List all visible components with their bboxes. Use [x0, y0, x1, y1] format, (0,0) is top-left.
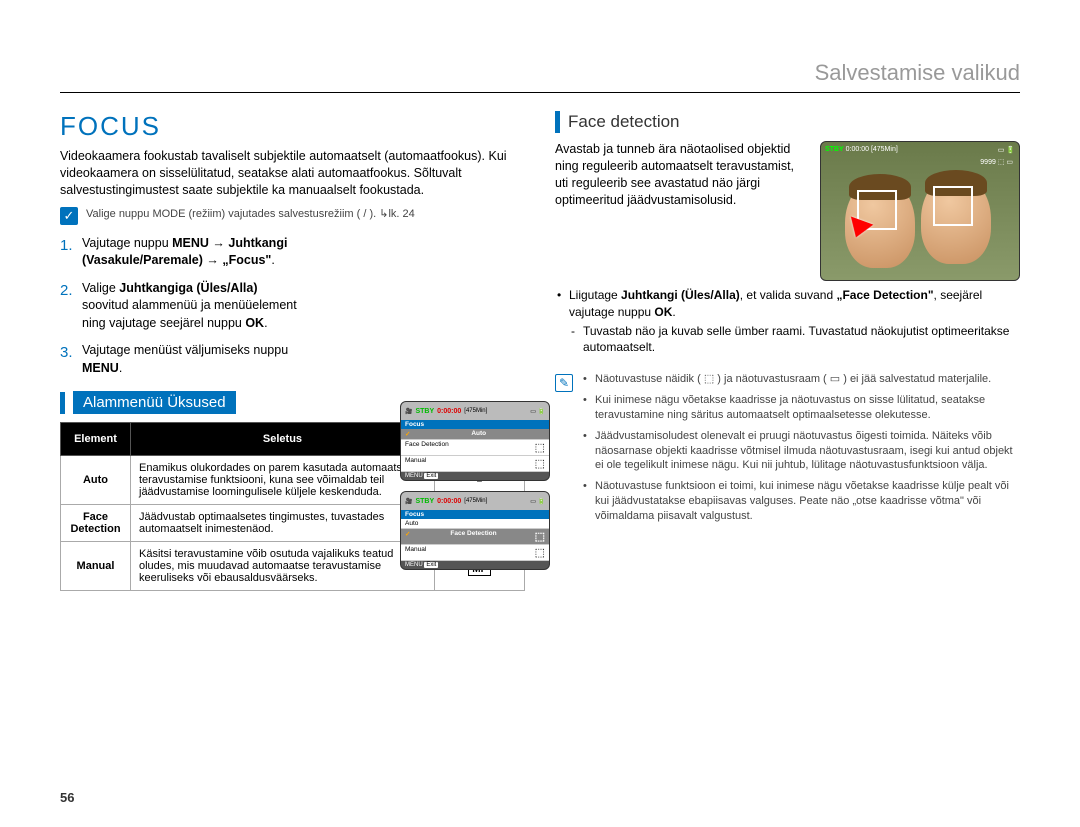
intro-text: Videokaamera fookustab tavaliselt subjek…	[60, 148, 525, 199]
note-item: Näotuvastuse funktsioon ei toimi, kui in…	[581, 479, 1020, 524]
section-bar-icon	[555, 111, 560, 133]
tip-text: Valige nuppu MODE (režiim) vajutades sal…	[86, 207, 415, 221]
th-desc: Seletus	[131, 423, 435, 456]
menu-screenshot-stack: 🎥 STBY 0:00:00 [475Min] ▭ 🔋 Focus Auto F…	[400, 401, 550, 580]
count-label: 9999	[980, 159, 996, 166]
menu-item-manual[interactable]: Manual⬚	[401, 456, 549, 472]
th-element: Element	[61, 423, 131, 456]
menu-item-face[interactable]: Face Detection⬚	[401, 529, 549, 545]
step-1: Vajutage nuppu MENU → Juhtkangi (Vasakul…	[82, 235, 300, 270]
menu-item-auto[interactable]: Auto	[401, 429, 549, 440]
menu-item-face[interactable]: Face Detection⬚	[401, 440, 549, 456]
face-box-2	[933, 186, 973, 226]
card-icon: ▭ 🔋	[530, 408, 545, 415]
menu-exit[interactable]: MENU Exit	[401, 561, 549, 569]
steps-list: Vajutage nuppu MENU → Juhtkangi (Vasakul…	[60, 235, 300, 378]
note-item: Kui inimese nägu võetakse kaadrisse ja n…	[581, 393, 1020, 423]
face-detection-heading: Face detection	[568, 112, 680, 132]
subheading: Alammenüü Üksused	[73, 391, 236, 414]
check-icon: ✓	[60, 207, 78, 225]
menu-item-auto[interactable]: Auto	[401, 519, 549, 529]
menu-item-manual[interactable]: Manual⬚	[401, 545, 549, 561]
dur-label: [475Min]	[464, 408, 487, 414]
rec-icon: 🎥	[405, 408, 412, 415]
menu-exit[interactable]: MENU Exit	[401, 472, 549, 480]
divider	[60, 92, 1020, 93]
camera-preview: STBY 0:00:00 [475Min] ▭ 🔋 9999 ⬚ ▭	[820, 141, 1020, 281]
time-label: 0:00:00	[437, 408, 461, 415]
rec-icon: 🎥	[405, 498, 412, 505]
menu-header: Focus	[401, 420, 549, 429]
step-2: Valige Juhtkangiga (Üles/Alla) soovitud …	[82, 280, 300, 333]
menu-screenshot-1: 🎥 STBY 0:00:00 [475Min] ▭ 🔋 Focus Auto F…	[400, 401, 550, 481]
fd-bullet: Liigutage Juhtkangi (Üles/Alla), et vali…	[555, 287, 1020, 356]
note-item: Näotuvastuse näidik ( ⬚ ) ja näotuvastus…	[581, 372, 1020, 387]
fd-sub-bullet: Tuvastab näo ja kuvab selle ümber raami.…	[569, 323, 1020, 357]
step-3: Vajutage menüüst väljumiseks nuppu MENU.	[82, 342, 300, 377]
notes-list: Näotuvastuse näidik ( ⬚ ) ja näotuvastus…	[581, 372, 1020, 524]
menu-screenshot-2: 🎥 STBY 0:00:00 [475Min] ▭ 🔋 Focus Auto F…	[400, 491, 550, 570]
page-number: 56	[60, 790, 74, 805]
note-icon: ✎	[555, 374, 573, 392]
note-item: Jäädvustamisoludest olenevalt ei pruugi …	[581, 429, 1020, 474]
stby-label: STBY	[415, 408, 434, 415]
page-title: FOCUS	[60, 111, 525, 142]
breadcrumb: Salvestamise valikud	[60, 60, 1020, 86]
section-bar-icon	[60, 392, 65, 414]
